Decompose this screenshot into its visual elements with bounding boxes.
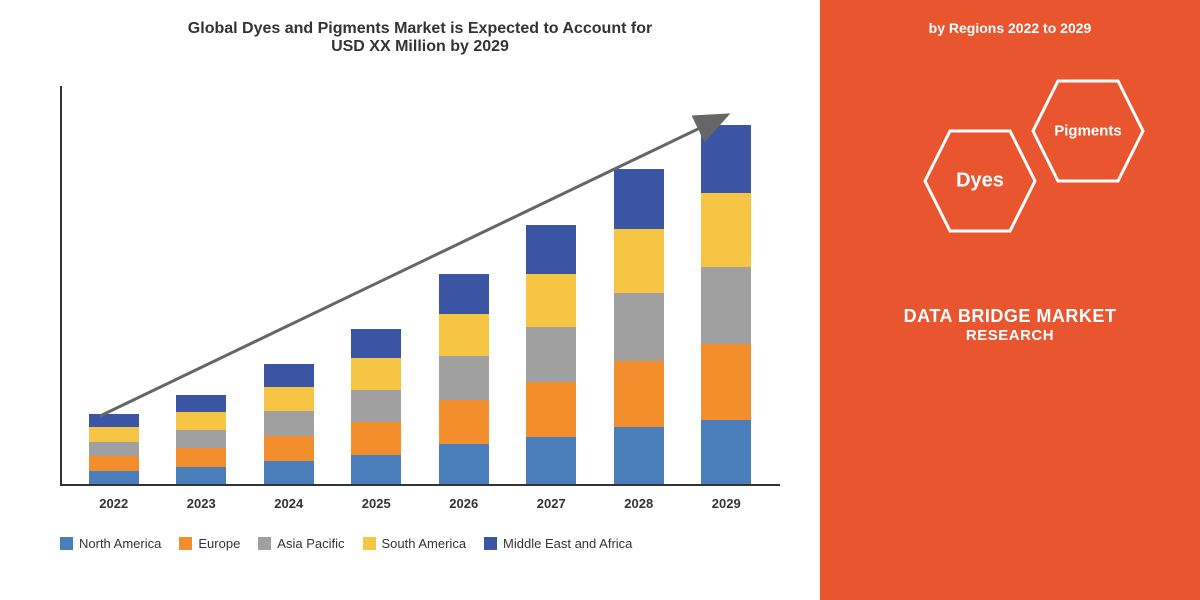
hex-right-label: Pigments — [1054, 123, 1122, 140]
legend: North America Europe Asia Pacific South Ame… — [40, 536, 800, 551]
x-label: 2029 — [701, 496, 751, 511]
bar-group — [526, 225, 576, 484]
bar-segment — [264, 387, 314, 412]
bar-group — [176, 395, 226, 484]
bar-segment — [176, 467, 226, 484]
x-label: 2028 — [614, 496, 664, 511]
title-line-1: Global Dyes and Pigments Market is Expec… — [188, 20, 652, 37]
bar-segment — [614, 427, 664, 484]
bar-segment — [176, 412, 226, 430]
bar-segment — [351, 422, 401, 455]
bar-segment — [89, 427, 139, 441]
x-axis — [60, 484, 780, 486]
bar-group — [351, 329, 401, 484]
bars-container — [70, 106, 770, 484]
bar-group — [614, 169, 664, 484]
bar-segment — [439, 444, 489, 484]
bar-group — [439, 274, 489, 484]
bar-segment — [264, 411, 314, 436]
x-label: 2025 — [351, 496, 401, 511]
legend-item: North America — [60, 536, 161, 551]
legend-label: Middle East and Africa — [503, 536, 632, 551]
bar-segment — [176, 448, 226, 467]
right-title: by Regions 2022 to 2029 — [840, 20, 1180, 36]
bar-segment — [526, 382, 576, 437]
brand-line-2: RESEARCH — [840, 327, 1180, 344]
x-label: 2026 — [439, 496, 489, 511]
y-axis — [60, 86, 62, 486]
legend-label: North America — [79, 536, 161, 551]
x-label: 2024 — [264, 496, 314, 511]
bar-group — [701, 125, 751, 484]
bar-segment — [351, 455, 401, 484]
hex-left: Dyes — [920, 126, 1020, 216]
bar-segment — [264, 436, 314, 462]
bar-segment — [264, 364, 314, 387]
hexagon-graphic: Dyes Pigments — [840, 76, 1180, 276]
bar-segment — [439, 274, 489, 314]
chart-area: 20222023202420252026202720282029 — [60, 86, 780, 506]
bar-segment — [701, 193, 751, 267]
bar-segment — [614, 293, 664, 361]
bar-segment — [264, 461, 314, 484]
x-label: 2023 — [176, 496, 226, 511]
legend-label: Asia Pacific — [277, 536, 344, 551]
legend-label: South America — [382, 536, 467, 551]
hex-left-label: Dyes — [956, 170, 1004, 193]
bar-segment — [89, 414, 139, 427]
info-panel: by Regions 2022 to 2029 Dyes Pigments DA… — [820, 0, 1200, 600]
bar-segment — [701, 267, 751, 344]
legend-item: Asia Pacific — [258, 536, 344, 551]
bar-segment — [439, 314, 489, 357]
bar-segment — [176, 395, 226, 412]
legend-label: Europe — [198, 536, 240, 551]
chart-panel: Global Dyes and Pigments Market is Expec… — [0, 0, 820, 600]
chart-title: Global Dyes and Pigments Market is Expec… — [40, 20, 800, 56]
legend-item: Middle East and Africa — [484, 536, 632, 551]
bar-segment — [701, 125, 751, 193]
bar-segment — [526, 327, 576, 382]
bar-group — [264, 364, 314, 484]
brand-line-1: DATA BRIDGE MARKET — [840, 306, 1180, 327]
title-line-2: USD XX Million by 2029 — [331, 38, 509, 55]
bar-segment — [439, 356, 489, 399]
bar-segment — [89, 442, 139, 456]
legend-swatch — [258, 537, 271, 550]
bar-segment — [701, 420, 751, 484]
bar-segment — [176, 430, 226, 448]
legend-swatch — [484, 537, 497, 550]
bar-segment — [526, 437, 576, 484]
legend-swatch — [179, 537, 192, 550]
legend-item: South America — [363, 536, 467, 551]
bar-segment — [89, 471, 139, 484]
bar-segment — [614, 229, 664, 293]
legend-swatch — [363, 537, 376, 550]
x-label: 2027 — [526, 496, 576, 511]
x-labels: 2022 2023 2024 2025 2026 2027 2028 2029 — [70, 496, 770, 511]
bar-segment — [351, 329, 401, 358]
bar-segment — [89, 456, 139, 471]
hex-right: Pigments — [1028, 76, 1128, 166]
bar-segment — [439, 400, 489, 444]
bar-segment — [701, 344, 751, 420]
bar-segment — [351, 390, 401, 422]
bar-segment — [614, 361, 664, 427]
legend-swatch — [60, 537, 73, 550]
bar-segment — [526, 274, 576, 327]
bar-segment — [614, 169, 664, 229]
x-label: 2022 — [89, 496, 139, 511]
legend-item: Europe — [179, 536, 240, 551]
bar-segment — [351, 358, 401, 389]
bar-segment — [526, 225, 576, 274]
bar-group — [89, 414, 139, 484]
